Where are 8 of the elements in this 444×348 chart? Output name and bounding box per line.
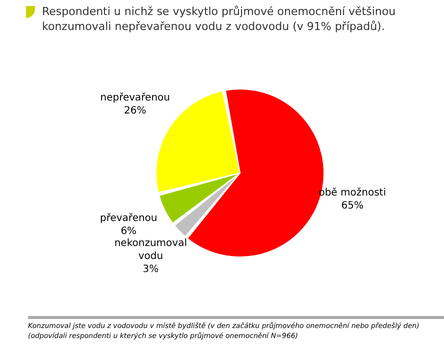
slice-label: převařenou [100,213,158,224]
data-label: 3% [142,264,159,276]
slice-label: nepřevařenou [100,92,170,104]
data-label: 26% [124,105,146,116]
slice-label: nekonzumoval vodu [114,238,188,262]
chart-title: Respondenti u nichž se vyskytlo průjmové onemocnění většinou konzumovali nepřevařenou vodu z vodovodu (v 91% případů). [42,4,397,34]
data-label: 65% [341,200,364,212]
data-label: 6% [120,226,137,238]
